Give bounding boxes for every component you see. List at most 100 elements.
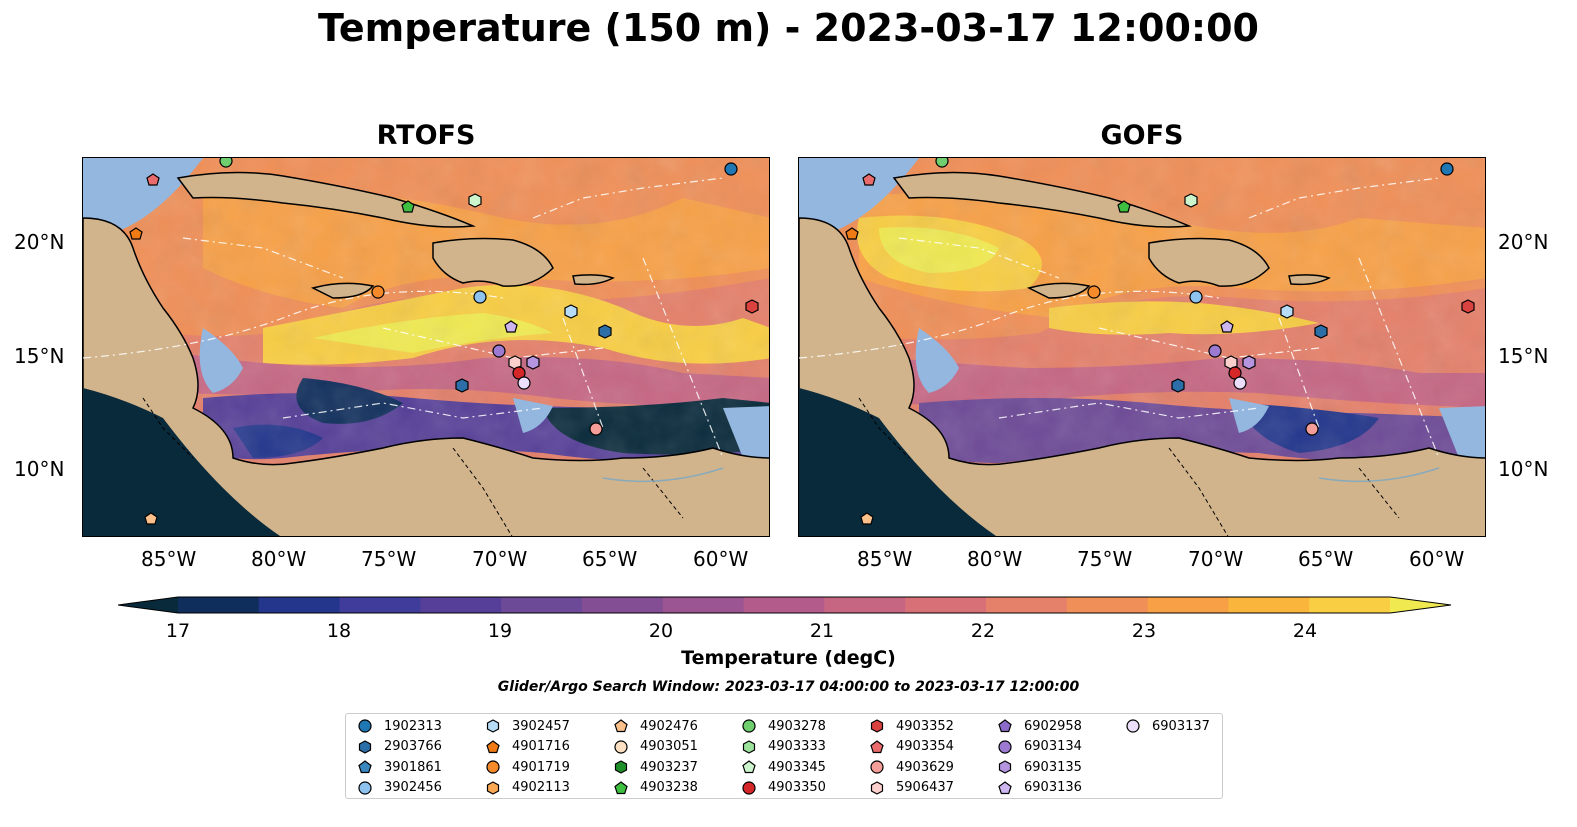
hexagon-marker-icon: [486, 780, 512, 795]
hexagon-marker-icon: [870, 780, 896, 795]
gofs-lon-tick-label: 80°W: [967, 547, 1023, 571]
panel-title-gofs: GOFS: [1100, 120, 1184, 151]
colorbar-segment: [743, 597, 825, 613]
legend-item: 1902313: [358, 716, 442, 736]
legend-item: 4903352: [870, 716, 954, 736]
colorbar-segment: [1228, 597, 1310, 613]
legend-label: 4903278: [768, 718, 826, 734]
legend-label: 4903051: [640, 739, 698, 754]
legend-label: 4903352: [896, 718, 954, 734]
legend-label: 4902113: [512, 780, 570, 795]
rtofs-lon-tick-label: 85°W: [141, 547, 197, 571]
legend-item: 4901719: [486, 757, 570, 777]
colorbar: [118, 596, 1452, 614]
circle-marker-icon: [486, 760, 512, 774]
lat-label-10n-right: 10°N: [1498, 457, 1549, 481]
legend-item: 4902476: [614, 716, 698, 736]
legend-label: 1902313: [384, 718, 442, 734]
lat-label-10n-left: 10°N: [14, 457, 65, 481]
map-gofs[interactable]: [798, 157, 1486, 537]
circle-marker-icon: [870, 760, 896, 774]
colorbar-segment: [501, 597, 583, 613]
rtofs-lon-tick-label: 75°W: [361, 547, 417, 571]
rtofs-lon-tick-label: 80°W: [251, 547, 307, 571]
colorbar-tick-label: 20: [648, 620, 674, 642]
legend-item: 6903135: [998, 757, 1082, 777]
legend-label: 4903333: [768, 739, 826, 754]
legend-item: 6903134: [998, 737, 1082, 757]
legend-label: 4901719: [512, 759, 570, 775]
legend-label: 6903135: [1024, 759, 1082, 775]
rtofs-lon-tick-label: 65°W: [582, 547, 638, 571]
colorbar-tick-label: 18: [326, 620, 352, 642]
legend-item: 2903766: [358, 737, 442, 757]
legend-item: 4902113: [486, 778, 570, 798]
colorbar-extend-low: [118, 597, 178, 613]
colorbar-segment: [339, 597, 421, 613]
lat-label-20n-left: 20°N: [14, 230, 65, 254]
colorbar-extend-high: [1390, 597, 1451, 613]
legend-item: 4903350: [742, 778, 826, 798]
hexagon-marker-icon: [358, 739, 384, 754]
gofs-lon-tick-label: 85°W: [857, 547, 913, 571]
legend-label: 5906437: [896, 780, 954, 795]
legend-label: 6903134: [1024, 739, 1082, 754]
colorbar-tick-label: 22: [970, 620, 996, 642]
legend-item: 4903051: [614, 737, 698, 757]
pentagon-marker-icon: [998, 780, 1024, 795]
colorbar-tick-label: 23: [1131, 620, 1157, 642]
legend-item: 6903136: [998, 778, 1082, 798]
legend-item: 6903137: [1126, 716, 1210, 736]
gofs-lon-tick-label: 75°W: [1077, 547, 1133, 571]
legend-label: 4903354: [896, 739, 954, 754]
legend-item: 4903345: [742, 757, 826, 777]
legend-item: 3901861: [358, 757, 442, 777]
legend-label: 2903766: [384, 739, 442, 754]
hexagon-marker-icon: [870, 719, 896, 733]
lat-label-15n-right: 15°N: [1498, 344, 1549, 368]
pentagon-marker-icon: [486, 739, 512, 754]
colorbar-tick-label: 24: [1292, 620, 1318, 642]
pentagon-marker-icon: [870, 739, 896, 754]
colorbar-tick-label: 17: [165, 620, 191, 642]
gofs-lon-tick-label: 65°W: [1298, 547, 1354, 571]
hexagon-marker-icon: [998, 760, 1024, 774]
pentagon-marker-icon: [742, 760, 768, 774]
legend-label: 4901716: [512, 739, 570, 754]
colorbar-tick-label: 19: [487, 620, 513, 642]
colorbar-segment: [420, 597, 502, 613]
legend-label: 6903136: [1024, 780, 1082, 795]
legend-item: 5906437: [870, 778, 954, 798]
colorbar-segment: [1147, 597, 1229, 613]
legend-item: 3902457: [486, 716, 570, 736]
circle-marker-icon: [358, 719, 384, 733]
map-rtofs[interactable]: [82, 157, 770, 537]
legend-label: 4903237: [640, 759, 698, 775]
colorbar-label: Temperature (degC): [681, 647, 896, 669]
lat-label-15n-left: 15°N: [14, 344, 65, 368]
colorbar-segment: [986, 597, 1068, 613]
rtofs-lon-tick-label: 60°W: [693, 547, 749, 571]
legend-item: 4903238: [614, 778, 698, 798]
legend-label: 4903345: [768, 759, 826, 775]
colorbar-tick-label: 21: [809, 620, 835, 642]
legend-label: 3902457: [512, 718, 570, 734]
hexagon-marker-icon: [742, 739, 768, 754]
legend-label: 6902958: [1024, 718, 1082, 734]
colorbar-segment: [1066, 597, 1149, 613]
gofs-lon-tick-label: 70°W: [1188, 547, 1244, 571]
pentagon-marker-icon: [998, 719, 1024, 733]
pentagon-marker-icon: [614, 719, 640, 733]
circle-marker-icon: [1126, 719, 1152, 733]
panel-title-rtofs: RTOFS: [376, 120, 476, 151]
legend-item: 4903278: [742, 716, 826, 736]
rtofs-lon-tick-label: 70°W: [472, 547, 528, 571]
colorbar-segment: [178, 597, 260, 613]
marker-legend: 1902313 2903766 3901861 3902456 3902457 49017…: [345, 713, 1223, 799]
legend-item: 4903629: [870, 757, 954, 777]
legend-label: 4903350: [768, 780, 826, 795]
lat-label-20n-right: 20°N: [1498, 230, 1549, 254]
legend-label: 3901861: [384, 759, 442, 775]
colorbar-segment: [1309, 597, 1391, 613]
colorbar-segment: [905, 597, 987, 613]
